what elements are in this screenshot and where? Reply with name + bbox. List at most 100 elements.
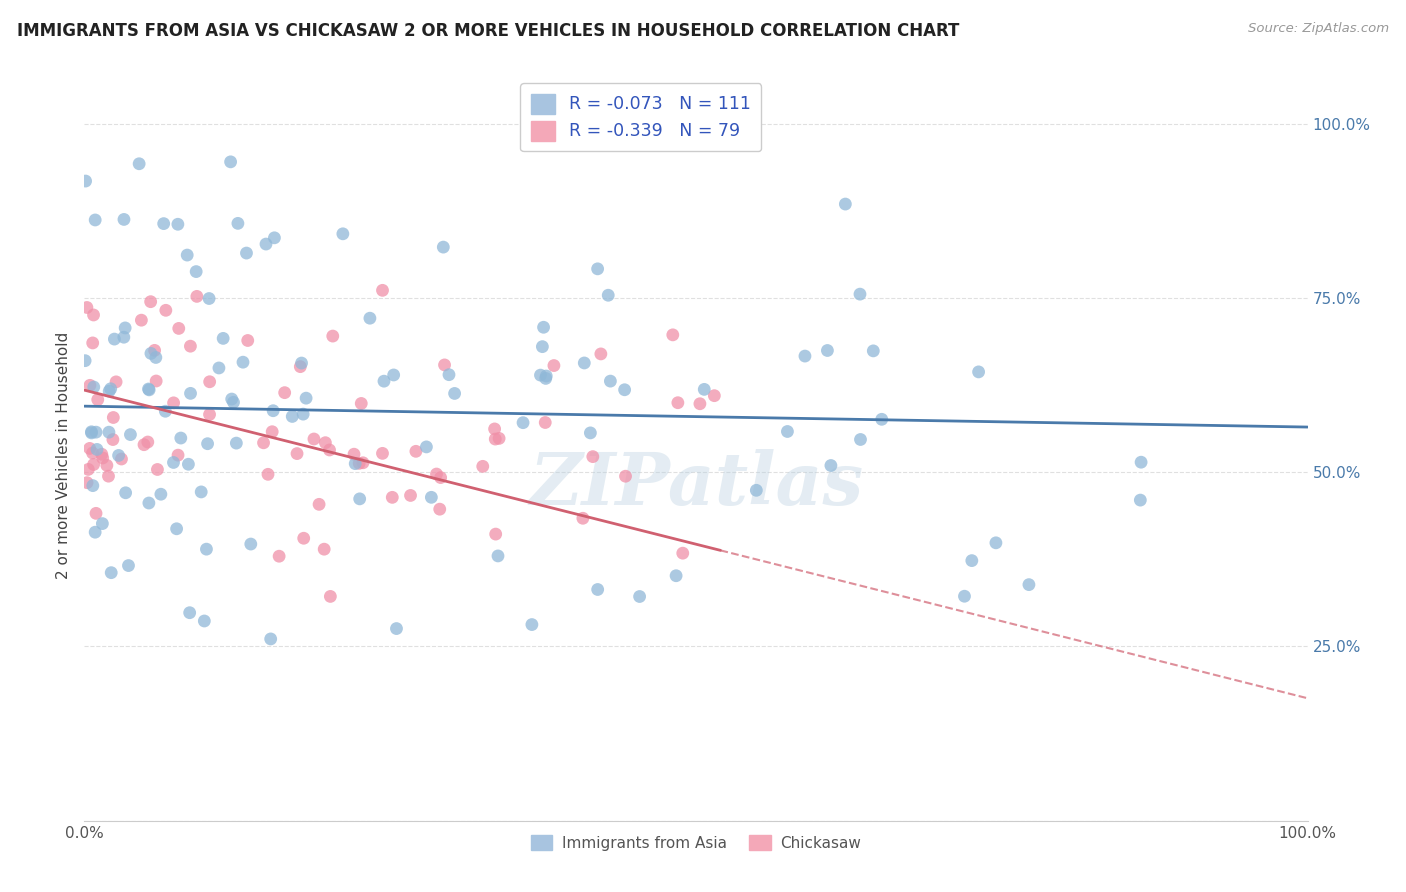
Point: [82, 335, 104, 350]
Text: ZIPatlas: ZIPatlas: [529, 449, 863, 520]
Point: [80, 425, 103, 439]
Point: [420, 491, 443, 505]
Point: [1130, 455, 1153, 469]
Point: [77, 462, 100, 476]
Point: [484, 432, 506, 446]
Point: [628, 590, 651, 604]
Point: [512, 416, 534, 430]
Point: [97, 425, 120, 440]
Point: [177, 457, 200, 471]
Point: [262, 403, 284, 417]
Point: [222, 395, 245, 409]
Point: [212, 331, 235, 345]
Point: [849, 433, 872, 447]
Point: [84, 213, 107, 227]
Point: [176, 248, 198, 262]
Point: [443, 386, 465, 401]
Point: [155, 404, 177, 418]
Point: [1129, 493, 1152, 508]
Point: [574, 356, 596, 370]
Point: [534, 416, 557, 430]
Point: [114, 485, 136, 500]
Point: [139, 346, 162, 360]
Point: [252, 435, 274, 450]
Point: [318, 442, 340, 457]
Point: [179, 606, 201, 620]
Point: [239, 537, 262, 551]
Point: [820, 458, 842, 473]
Point: [870, 412, 893, 426]
Point: [260, 632, 283, 646]
Point: [79, 442, 101, 456]
Point: [80, 425, 103, 440]
Point: [236, 334, 259, 348]
Point: [76, 475, 98, 490]
Point: [350, 396, 373, 410]
Text: IMMIGRANTS FROM ASIA VS CHICKASAW 2 OR MORE VEHICLES IN HOUSEHOLD CORRELATION CH: IMMIGRANTS FROM ASIA VS CHICKASAW 2 OR M…: [17, 22, 959, 40]
Point: [162, 455, 184, 469]
Point: [76, 301, 98, 315]
Point: [531, 340, 554, 354]
Point: [302, 432, 325, 446]
Point: [344, 457, 367, 471]
Point: [432, 240, 454, 254]
Point: [665, 568, 688, 582]
Point: [371, 446, 394, 460]
Point: [589, 347, 612, 361]
Point: [79, 378, 101, 392]
Point: [83, 458, 105, 472]
Point: [599, 374, 621, 388]
Point: [75, 353, 97, 368]
Point: [97, 469, 120, 483]
Point: [167, 321, 190, 335]
Point: [263, 231, 285, 245]
Point: [662, 327, 685, 342]
Point: [103, 410, 125, 425]
Point: [180, 386, 202, 401]
Point: [232, 355, 254, 369]
Point: [295, 391, 318, 405]
Point: [143, 343, 166, 358]
Point: [170, 431, 193, 445]
Point: [166, 522, 188, 536]
Point: [84, 507, 107, 521]
Point: [862, 343, 884, 358]
Point: [117, 558, 139, 573]
Point: [101, 433, 124, 447]
Point: [534, 371, 557, 385]
Point: [131, 313, 153, 327]
Point: [290, 359, 312, 374]
Text: Source: ZipAtlas.com: Source: ZipAtlas.com: [1249, 22, 1389, 36]
Point: [225, 436, 247, 450]
Point: [484, 422, 506, 436]
Point: [257, 467, 280, 482]
Point: [485, 527, 508, 541]
Point: [349, 491, 371, 506]
Point: [967, 365, 990, 379]
Point: [437, 368, 460, 382]
Point: [254, 237, 277, 252]
Point: [536, 369, 558, 384]
Point: [162, 396, 184, 410]
Y-axis label: 2 or more Vehicles in Household: 2 or more Vehicles in Household: [56, 331, 72, 579]
Point: [167, 448, 190, 462]
Point: [84, 525, 107, 540]
Point: [112, 330, 135, 344]
Point: [1018, 577, 1040, 591]
Point: [429, 502, 451, 516]
Point: [107, 449, 129, 463]
Point: [586, 261, 609, 276]
Point: [381, 491, 404, 505]
Point: [415, 440, 437, 454]
Point: [425, 467, 447, 481]
Point: [703, 389, 725, 403]
Point: [198, 408, 221, 422]
Point: [167, 217, 190, 231]
Point: [197, 436, 219, 450]
Point: [146, 462, 169, 476]
Legend: Immigrants from Asia, Chickasaw: Immigrants from Asia, Chickasaw: [524, 829, 868, 857]
Point: [138, 383, 160, 397]
Point: [613, 383, 636, 397]
Point: [138, 496, 160, 510]
Point: [399, 488, 422, 502]
